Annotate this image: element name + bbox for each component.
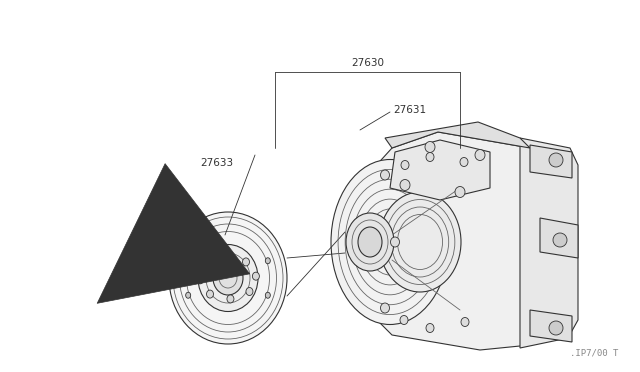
Ellipse shape (426, 324, 434, 333)
Ellipse shape (460, 157, 468, 167)
Polygon shape (530, 145, 572, 178)
Ellipse shape (196, 276, 204, 284)
Text: 27631: 27631 (393, 105, 426, 115)
Ellipse shape (222, 253, 229, 261)
Text: FRONT: FRONT (142, 258, 175, 268)
Ellipse shape (207, 290, 214, 298)
Text: 27630: 27630 (351, 58, 385, 68)
Ellipse shape (331, 160, 449, 324)
Text: 27633: 27633 (200, 158, 233, 168)
Ellipse shape (227, 295, 234, 303)
Ellipse shape (549, 153, 563, 167)
Ellipse shape (379, 192, 461, 292)
Polygon shape (530, 310, 572, 342)
Ellipse shape (169, 212, 287, 344)
Ellipse shape (553, 233, 567, 247)
Ellipse shape (461, 317, 469, 327)
Ellipse shape (425, 141, 435, 153)
Ellipse shape (401, 160, 409, 170)
Ellipse shape (475, 150, 485, 160)
Ellipse shape (358, 227, 382, 257)
Ellipse shape (400, 180, 410, 190)
Ellipse shape (252, 272, 259, 280)
Ellipse shape (346, 213, 394, 271)
Ellipse shape (455, 186, 465, 198)
Polygon shape (385, 122, 530, 148)
Ellipse shape (381, 303, 390, 313)
Polygon shape (520, 138, 578, 348)
Ellipse shape (549, 321, 563, 335)
Ellipse shape (266, 292, 270, 298)
Polygon shape (372, 132, 552, 350)
Ellipse shape (400, 315, 408, 324)
Ellipse shape (243, 258, 250, 266)
Ellipse shape (390, 237, 399, 247)
Ellipse shape (426, 153, 434, 161)
Ellipse shape (203, 260, 210, 269)
Ellipse shape (266, 258, 270, 264)
Text: .IP7/00 T: .IP7/00 T (570, 349, 618, 358)
Ellipse shape (213, 261, 243, 295)
Polygon shape (390, 140, 490, 200)
Ellipse shape (186, 292, 191, 298)
Ellipse shape (381, 170, 390, 180)
Polygon shape (540, 218, 578, 258)
Ellipse shape (198, 244, 258, 311)
Ellipse shape (246, 288, 253, 295)
Ellipse shape (186, 258, 191, 264)
